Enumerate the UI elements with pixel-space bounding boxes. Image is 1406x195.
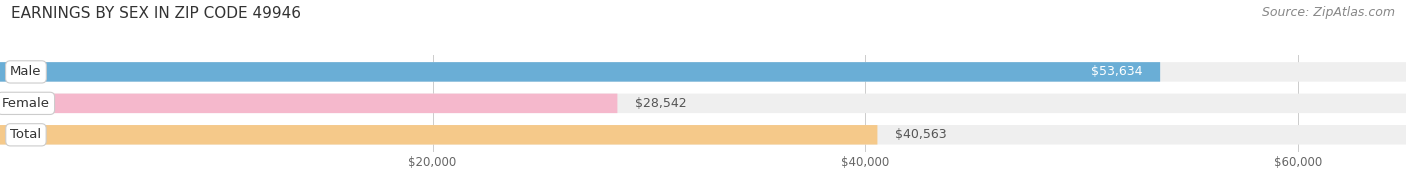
FancyBboxPatch shape <box>0 125 1406 144</box>
Text: $53,634: $53,634 <box>1091 65 1143 78</box>
Text: Source: ZipAtlas.com: Source: ZipAtlas.com <box>1261 6 1395 19</box>
FancyBboxPatch shape <box>0 94 1406 113</box>
FancyBboxPatch shape <box>0 62 1406 82</box>
Text: $40,563: $40,563 <box>894 128 946 141</box>
Text: EARNINGS BY SEX IN ZIP CODE 49946: EARNINGS BY SEX IN ZIP CODE 49946 <box>11 6 301 21</box>
Text: Total: Total <box>10 128 42 141</box>
FancyBboxPatch shape <box>0 94 617 113</box>
Text: $28,542: $28,542 <box>634 97 686 110</box>
Text: Male: Male <box>10 65 42 78</box>
FancyBboxPatch shape <box>0 125 877 144</box>
Text: Female: Female <box>1 97 51 110</box>
FancyBboxPatch shape <box>0 62 1160 82</box>
